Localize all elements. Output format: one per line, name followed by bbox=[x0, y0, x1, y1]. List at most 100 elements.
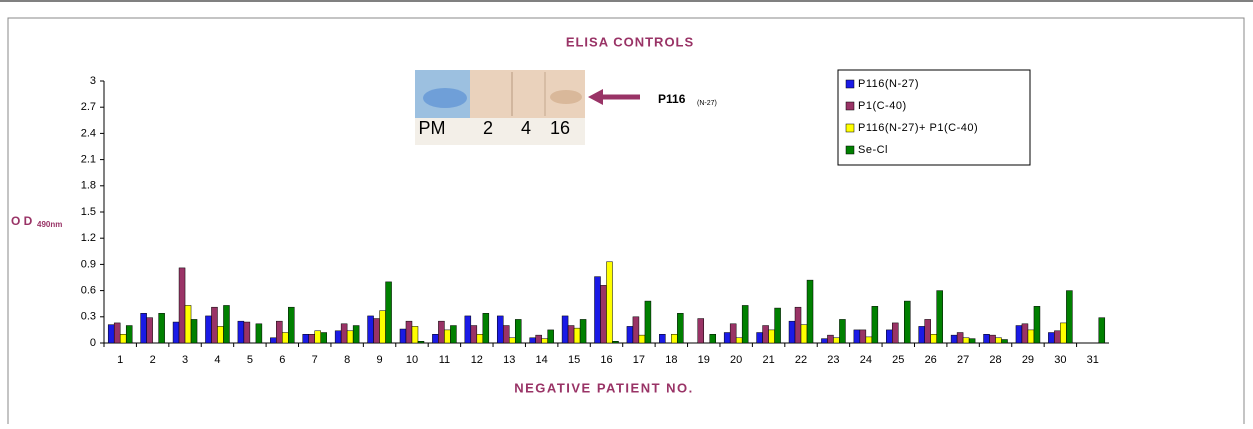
bar bbox=[968, 338, 976, 344]
bar bbox=[184, 305, 192, 344]
legend bbox=[837, 69, 1031, 166]
bar bbox=[1033, 306, 1041, 344]
bar bbox=[573, 327, 581, 344]
bar bbox=[385, 281, 392, 344]
x-tick-label: 11 bbox=[439, 354, 450, 366]
gel-band bbox=[423, 88, 467, 108]
bar bbox=[1021, 323, 1029, 344]
bar bbox=[172, 321, 180, 344]
bar bbox=[865, 336, 873, 344]
bar bbox=[671, 334, 678, 344]
bar bbox=[529, 337, 536, 344]
lane-label: 2 bbox=[483, 118, 493, 138]
x-tick-label: 16 bbox=[600, 354, 612, 366]
bar bbox=[579, 319, 587, 344]
bar bbox=[276, 320, 283, 344]
bar bbox=[243, 321, 251, 344]
bar bbox=[774, 307, 781, 344]
bar bbox=[237, 320, 245, 344]
bar bbox=[547, 329, 554, 344]
legend-label: Se-Cl bbox=[858, 144, 888, 156]
bar bbox=[950, 334, 958, 344]
x-tick-label: 26 bbox=[925, 354, 937, 366]
bar bbox=[892, 322, 899, 344]
bar bbox=[508, 337, 516, 344]
bar bbox=[417, 341, 425, 344]
bar bbox=[561, 315, 569, 344]
bar bbox=[853, 329, 861, 344]
x-tick-label: 27 bbox=[957, 354, 969, 366]
bar bbox=[756, 332, 763, 344]
x-tick-label: 20 bbox=[730, 354, 742, 366]
x-tick-label: 19 bbox=[698, 354, 710, 366]
x-tick-label: 2 bbox=[150, 354, 156, 366]
bar bbox=[255, 323, 263, 344]
bar bbox=[211, 306, 218, 344]
bar bbox=[140, 313, 147, 344]
legend-swatch bbox=[845, 79, 855, 89]
bar bbox=[411, 326, 419, 344]
arrow-head bbox=[588, 89, 603, 105]
x-tick-label: 22 bbox=[795, 354, 807, 366]
bar bbox=[606, 261, 613, 344]
bar bbox=[626, 326, 634, 344]
x-tick-label: 24 bbox=[860, 354, 872, 366]
bar bbox=[995, 337, 1002, 344]
bar bbox=[125, 325, 133, 344]
x-tick-label: 4 bbox=[214, 354, 220, 366]
bar bbox=[859, 329, 867, 344]
x-tick-label: 6 bbox=[279, 354, 285, 366]
bar bbox=[1001, 339, 1008, 344]
bar bbox=[989, 334, 996, 344]
bar bbox=[223, 305, 230, 344]
x-tick-label: 21 bbox=[762, 354, 774, 366]
bar bbox=[600, 285, 607, 344]
legend-swatch bbox=[845, 101, 855, 111]
x-tick-label: 25 bbox=[892, 354, 904, 366]
bar bbox=[594, 276, 601, 344]
x-tick-label: 12 bbox=[471, 354, 483, 366]
bar bbox=[514, 319, 522, 344]
bar bbox=[334, 330, 342, 344]
bar bbox=[205, 315, 212, 344]
bar bbox=[288, 306, 295, 344]
bar bbox=[502, 325, 510, 344]
x-tick-label: 5 bbox=[247, 354, 253, 366]
bar bbox=[827, 334, 834, 344]
bar bbox=[806, 279, 814, 344]
bar bbox=[839, 319, 846, 344]
bar bbox=[904, 300, 911, 344]
legend-label: P116(N-27)+ P1(C-40) bbox=[858, 122, 978, 134]
bar bbox=[320, 332, 327, 344]
bar bbox=[723, 332, 731, 344]
y-axis-label-sub: 490nm bbox=[37, 220, 62, 229]
bar bbox=[464, 315, 472, 344]
bar bbox=[535, 334, 542, 344]
bar bbox=[476, 334, 484, 344]
bar bbox=[107, 324, 115, 344]
bar bbox=[735, 337, 743, 344]
y-axis-label: O D bbox=[11, 214, 33, 228]
bar bbox=[119, 334, 127, 344]
bar bbox=[444, 329, 451, 344]
chart-title: ELISA CONTROLS bbox=[566, 34, 694, 49]
x-tick-label: 3 bbox=[182, 354, 188, 366]
bar bbox=[1066, 290, 1073, 344]
bar bbox=[1048, 332, 1055, 344]
bar bbox=[800, 324, 808, 344]
x-tick-label: 29 bbox=[1022, 354, 1034, 366]
x-tick-label: 10 bbox=[406, 354, 418, 366]
bar bbox=[482, 313, 490, 344]
bar bbox=[346, 330, 354, 344]
bar bbox=[432, 334, 439, 344]
bar bbox=[833, 337, 840, 344]
lane-label: 4 bbox=[521, 118, 531, 138]
bar bbox=[1098, 317, 1106, 344]
bar bbox=[983, 334, 990, 344]
bar bbox=[821, 338, 828, 344]
y-tick-label: 1.2 bbox=[81, 232, 96, 244]
bar bbox=[871, 306, 879, 344]
bar bbox=[450, 325, 457, 344]
bar bbox=[1015, 325, 1023, 344]
